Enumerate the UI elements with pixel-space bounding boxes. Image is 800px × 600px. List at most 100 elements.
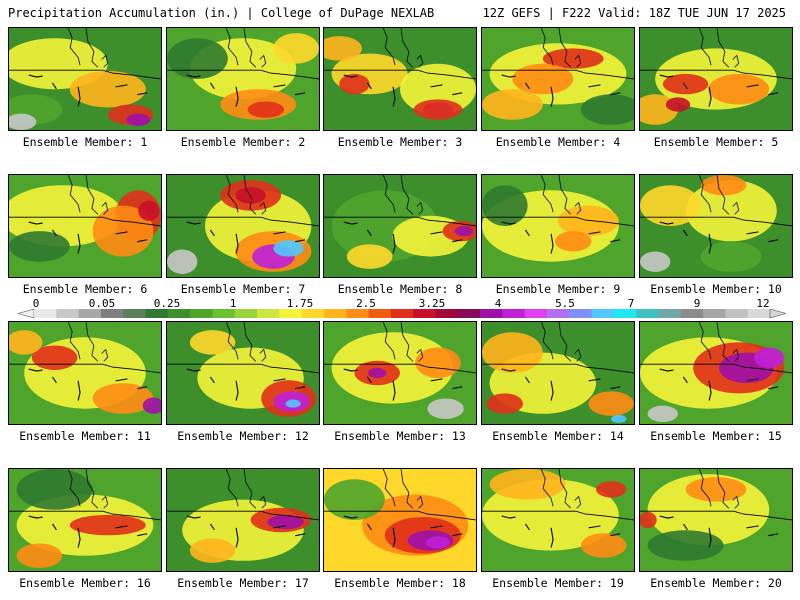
colorbar-segment [346,309,369,318]
lake-outlines [659,74,779,107]
precip-contour [662,73,709,95]
colorbar-segment [123,309,146,318]
ensemble-member-label: Ensemble Member: 2 [180,135,306,149]
ensemble-member-label: Ensemble Member: 1 [22,135,148,149]
lake-outlines [501,368,621,401]
ensemble-member-19-map [481,468,635,572]
country-border-line [167,216,319,227]
colorbar-segment [703,309,726,318]
ensemble-member-5-map [639,27,793,131]
colorbar-segment [56,309,80,318]
ensemble-member-14-map [481,321,635,425]
ensemble-member-9-map [481,174,635,278]
precip-contour [482,89,543,120]
colorbar-segment [234,309,258,318]
colorbar-tick-label: 4 [494,297,502,310]
ensemble-member-label: Ensemble Member: 15 [650,429,782,443]
ensemble-member-10-map [639,174,793,278]
coastline [225,28,267,68]
ensemble-member-label: Ensemble Member: 17 [177,576,309,590]
country-border-line [9,510,161,521]
colorbar-tick-label: 0.05 [88,297,116,310]
precip-contour [486,393,524,414]
precip-contour [512,63,574,95]
ensemble-member-4-map [481,27,635,131]
colorbar-segment [725,309,749,318]
country-border-line [324,363,476,374]
colorbar-tick-label: 1.75 [286,297,314,310]
precip-contour [425,536,451,549]
colorbar-segment [78,309,102,318]
ensemble-member-label: Ensemble Member: 8 [337,282,463,296]
precip-contour [611,414,627,423]
coastline [382,175,424,215]
colorbar-segment [480,309,503,318]
colorbar-segment [190,309,213,318]
precip-contour [69,70,146,108]
precip-contour [189,330,236,355]
colorbar-max-arrow [769,309,786,318]
precip-contour [700,241,762,272]
lake-outlines [343,221,463,254]
precip-contour [754,347,785,368]
lake-outlines [659,221,779,254]
precip-contour [92,383,154,414]
precip-contour [558,205,619,237]
precip-contour [640,185,701,226]
precip-contour [596,481,627,498]
colorbar-segment [457,309,481,318]
precip-contour [415,347,461,379]
ensemble-member-label: Ensemble Member: 16 [19,576,151,590]
ensemble-member-12-map [166,321,320,425]
lake-outlines [343,515,463,548]
precip-contour [247,101,285,118]
ensemble-member-label: Ensemble Member: 18 [334,576,466,590]
country-border-line [9,363,161,374]
colorbar-segment [212,309,236,318]
colorbar-segment [368,309,392,318]
ensemble-member-label: Ensemble Member: 5 [653,135,779,149]
precip-contour [554,231,592,252]
precip-contour [9,330,43,355]
coastline [698,175,740,215]
ensemble-member-7-map [166,174,320,278]
colorbar-min-arrow [18,309,35,318]
country-border-line [324,216,476,227]
ensemble-member-20-map [639,468,793,572]
colorbar-segment [502,309,526,318]
ensemble-member-13-map [323,321,477,425]
coastline [225,322,267,362]
lake-outlines [186,74,306,107]
precip-contour [273,240,304,257]
coastline [67,469,109,509]
coastline [225,175,267,215]
colorbar-segment [524,309,548,318]
coastline [540,175,582,215]
lake-outlines [28,221,148,254]
colorbar-tick-label: 1 [229,297,237,310]
ensemble-member-label: Ensemble Member: 19 [492,576,624,590]
colorbar-segment [413,309,436,318]
colorbar-segment [390,309,414,318]
colorbar-segment [747,309,771,318]
colorbar-segment [279,309,303,318]
coastline [67,175,109,215]
coastline [698,322,740,362]
precip-contour [685,477,747,502]
ensemble-member-3-map [323,27,477,131]
precip-contour [324,479,385,520]
colorbar-labels: 0 0.05 0.25 1 1.75 2.5 3.25 4 5.5 7 9 12 [0,297,800,310]
coastline [698,469,740,509]
country-border-line [167,363,319,374]
precip-contour [489,469,566,500]
precip-contour [346,244,393,269]
precip-contour [167,38,228,79]
country-border-line [167,510,319,521]
ensemble-member-label: Ensemble Member: 20 [650,576,782,590]
ensemble-member-6-map [8,174,162,278]
colorbar-tick-label: 7 [627,297,635,310]
lake-outlines [28,74,148,107]
precip-contour [580,533,627,558]
coastline [698,28,740,68]
colorbar-segment [613,309,637,318]
